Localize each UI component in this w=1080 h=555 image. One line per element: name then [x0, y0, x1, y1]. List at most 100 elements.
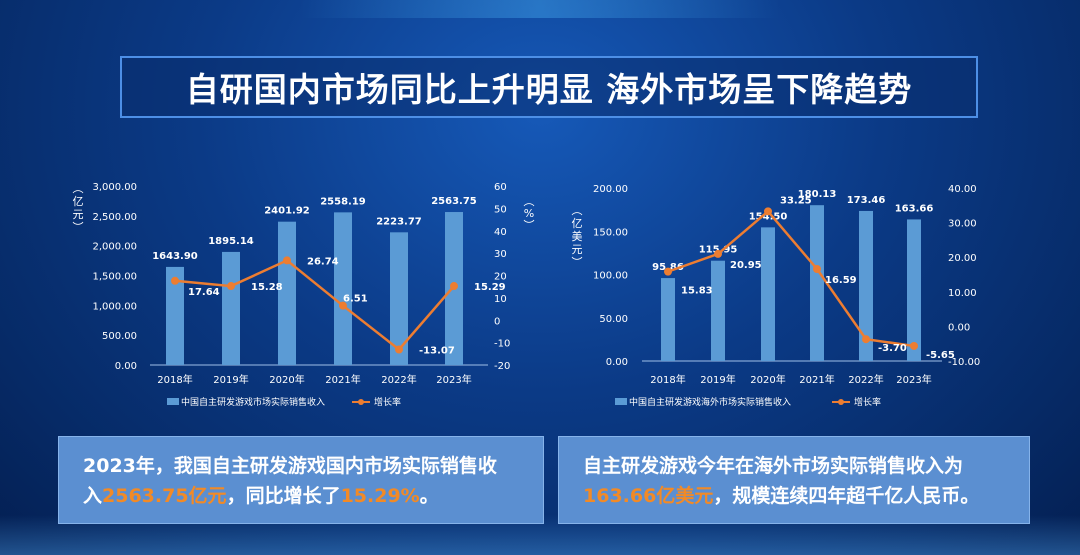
- category-label: 2020年: [269, 373, 304, 386]
- bar: [859, 210, 873, 361]
- growth-rate-label: 16.59: [825, 275, 857, 286]
- y-tick-label: 0.00: [115, 361, 137, 372]
- growth-rate-label: 15.83: [681, 286, 713, 297]
- y2-tick-label: 30.00: [948, 219, 977, 230]
- domestic-note-prefix: 入: [83, 485, 103, 507]
- y2-tick-label: 20.00: [948, 253, 977, 264]
- growth-rate-line: [174, 258, 455, 352]
- y2-tick-label: 10: [494, 294, 507, 305]
- growth-rate-label: -13.07: [419, 345, 455, 356]
- y-tick-label: 1,000.00: [92, 301, 137, 312]
- legend-line-marker: [838, 399, 844, 405]
- bar: [661, 278, 675, 361]
- growth-rate-point: [395, 345, 403, 354]
- growth-rate-point: [813, 264, 821, 273]
- bar-value-label: 163.66: [895, 203, 934, 214]
- y-axis-unit-char: ︵: [572, 204, 583, 217]
- bar: [761, 227, 775, 361]
- growth-rate-label: 6.51: [343, 294, 368, 305]
- top-glow-decoration: [300, 0, 780, 18]
- bar: [278, 221, 296, 365]
- legend-bar-label: 中国自主研发游戏市场实际销售收入: [181, 396, 325, 408]
- domestic-note-pct: 15.29%: [340, 485, 420, 507]
- bar: [810, 205, 824, 361]
- overseas-revenue-chart: 0.00 50.00 100.00 150.00 200.00 -10.00 0.00 10.…: [572, 184, 981, 408]
- bar-value-label: 2558.19: [320, 196, 366, 207]
- y2-tick-label: 60: [494, 182, 507, 193]
- y2-axis-unit-char: ︵: [524, 195, 535, 208]
- y-axis-unit-char: 亿: [572, 217, 583, 230]
- y2-tick-label: 30: [494, 249, 507, 260]
- domestic-note-suffix: 。: [419, 485, 439, 507]
- bar-value-label: 2401.92: [264, 206, 310, 217]
- bar: [222, 251, 240, 365]
- y2-tick-label: 40.00: [948, 184, 977, 195]
- growth-rate-point: [714, 249, 722, 258]
- bar-value-label: 180.13: [798, 189, 837, 200]
- overseas-summary-note: 自主研发游戏今年在海外市场实际销售收入为 163.66亿美元，规模连续四年超千亿…: [558, 436, 1030, 524]
- y2-tick-label: 0: [494, 316, 500, 327]
- bar: [711, 260, 725, 361]
- y2-tick-label: 20: [494, 272, 507, 283]
- y-axis-unit-char: 元: [572, 243, 583, 256]
- category-label: 2019年: [213, 373, 248, 386]
- overseas-note-suffix: ，规模连续四年超千亿人民币。: [713, 485, 980, 507]
- growth-rate-label: 15.29: [474, 282, 506, 293]
- growth-rate-label: 33.25: [780, 195, 812, 206]
- y2-tick-label: 50: [494, 204, 507, 215]
- bar-value-label: 2563.75: [431, 196, 477, 207]
- growth-rate-point: [764, 207, 772, 216]
- y-tick-label: 2,000.00: [92, 242, 137, 253]
- y2-tick-label: 10.00: [948, 288, 977, 299]
- growth-rate-label: -5.65: [926, 350, 955, 361]
- category-label: 2022年: [848, 373, 883, 386]
- growth-rate-point: [664, 267, 672, 276]
- title-banner: 自研国内市场同比上升明显 海外市场呈下降趋势: [120, 56, 978, 118]
- category-label: 2018年: [650, 373, 685, 386]
- bar-value-label: 95.86: [652, 262, 684, 273]
- domestic-note-mid: ，同比增长了: [226, 485, 341, 507]
- y-tick-label: 200.00: [593, 184, 628, 195]
- category-label: 2019年: [700, 373, 735, 386]
- overseas-note-amount: 163.66亿美元: [583, 485, 714, 507]
- domestic-summary-note: 2023年，我国自主研发游戏国内市场实际销售收 入2563.75亿元，同比增长了…: [58, 436, 544, 524]
- y2-tick-label: 0.00: [948, 322, 970, 333]
- category-label: 2021年: [799, 373, 834, 386]
- growth-rate-point: [910, 341, 918, 350]
- growth-rate-point: [450, 282, 458, 291]
- growth-rate-point: [227, 282, 235, 291]
- growth-rate-point: [339, 301, 347, 310]
- category-label: 2022年: [381, 373, 416, 386]
- y-axis-unit-char: ︶: [572, 256, 583, 269]
- growth-rate-label: 26.74: [307, 256, 339, 267]
- category-label: 2020年: [750, 373, 785, 386]
- y-tick-label: 0.00: [606, 357, 628, 368]
- category-label: 2021年: [325, 373, 360, 386]
- legend-line-label: 增长率: [854, 396, 881, 408]
- y-axis-unit-char: 美: [572, 230, 583, 243]
- y-tick-label: 150.00: [593, 227, 628, 238]
- bar: [390, 232, 408, 365]
- y-tick-label: 100.00: [593, 271, 628, 282]
- growth-rate-point: [283, 256, 291, 265]
- y2-axis-unit-char: %: [524, 207, 534, 220]
- y-axis-unit-char: 亿: [73, 195, 84, 208]
- growth-rate-point: [171, 276, 179, 285]
- overseas-note-line1: 自主研发游戏今年在海外市场实际销售收入为: [583, 455, 964, 477]
- legend-line-label: 增长率: [374, 396, 401, 408]
- legend-bar-label: 中国自主研发游戏海外市场实际销售收入: [629, 396, 791, 408]
- category-label: 2018年: [157, 373, 192, 386]
- legend-bar-swatch: [615, 398, 627, 405]
- bar-value-label: 1643.90: [152, 251, 198, 262]
- y-axis-unit-char: ︶: [73, 221, 84, 234]
- bar: [907, 219, 921, 361]
- y-tick-label: 3,000.00: [92, 182, 137, 193]
- legend-line-marker: [358, 399, 364, 405]
- bar-value-label: 173.46: [847, 195, 886, 206]
- y-tick-label: 500.00: [102, 331, 137, 342]
- y2-axis-unit-char: ︶: [524, 219, 535, 232]
- y2-tick-label: 40: [494, 227, 507, 238]
- bar-value-label: 1895.14: [208, 236, 254, 247]
- category-label: 2023年: [436, 373, 471, 386]
